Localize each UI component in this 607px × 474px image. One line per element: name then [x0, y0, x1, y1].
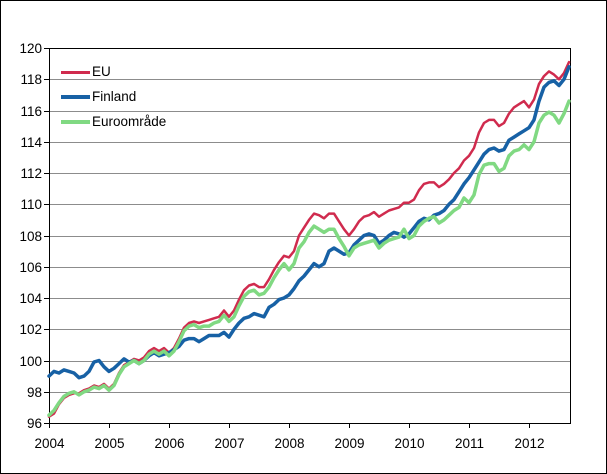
y-axis-label: 118 — [20, 72, 42, 87]
y-axis-label: 100 — [19, 354, 42, 369]
legend-item-euro-area: Euroområde — [61, 114, 166, 130]
legend-label-euro-area: Euroområde — [92, 114, 167, 129]
series-line-eu — [47, 60, 571, 418]
x-axis-label: 2009 — [334, 436, 364, 451]
legend-line-finland-icon — [61, 95, 90, 99]
y-axis-label: 114 — [20, 135, 42, 150]
y-axis-label: 104 — [19, 291, 42, 306]
y-axis-label: 112 — [20, 166, 42, 181]
legend-line-euro-area-icon — [61, 120, 90, 124]
x-axis-label: 2008 — [274, 436, 304, 451]
legend-item-eu: EU — [61, 64, 166, 80]
x-axis-label: 2006 — [154, 436, 184, 451]
x-axis-label: 2005 — [94, 436, 124, 451]
x-axis-label: 2012 — [514, 436, 544, 451]
x-axis-label: 2010 — [394, 436, 424, 451]
x-axis-label: 2011 — [455, 436, 484, 451]
x-axis-label: 2007 — [214, 436, 244, 451]
y-axis-label: 120 — [19, 41, 42, 56]
legend-label-finland: Finland — [92, 89, 137, 104]
y-axis-label: 108 — [19, 229, 42, 244]
legend-label-eu: EU — [92, 64, 111, 79]
y-axis-label: 98 — [27, 385, 42, 400]
y-axis-label: 116 — [20, 104, 42, 119]
y-axis-label: 110 — [20, 197, 42, 212]
series-line-euroomr-de — [47, 99, 571, 417]
legend-line-eu-icon — [61, 70, 90, 74]
y-axis-label: 106 — [19, 260, 42, 275]
x-axis-label: 2004 — [34, 436, 65, 451]
y-axis-label: 102 — [19, 322, 42, 337]
chart-legend: EU Finland Euroområde — [61, 64, 166, 130]
legend-item-finland: Finland — [61, 89, 166, 105]
y-axis-label: 96 — [27, 416, 42, 431]
